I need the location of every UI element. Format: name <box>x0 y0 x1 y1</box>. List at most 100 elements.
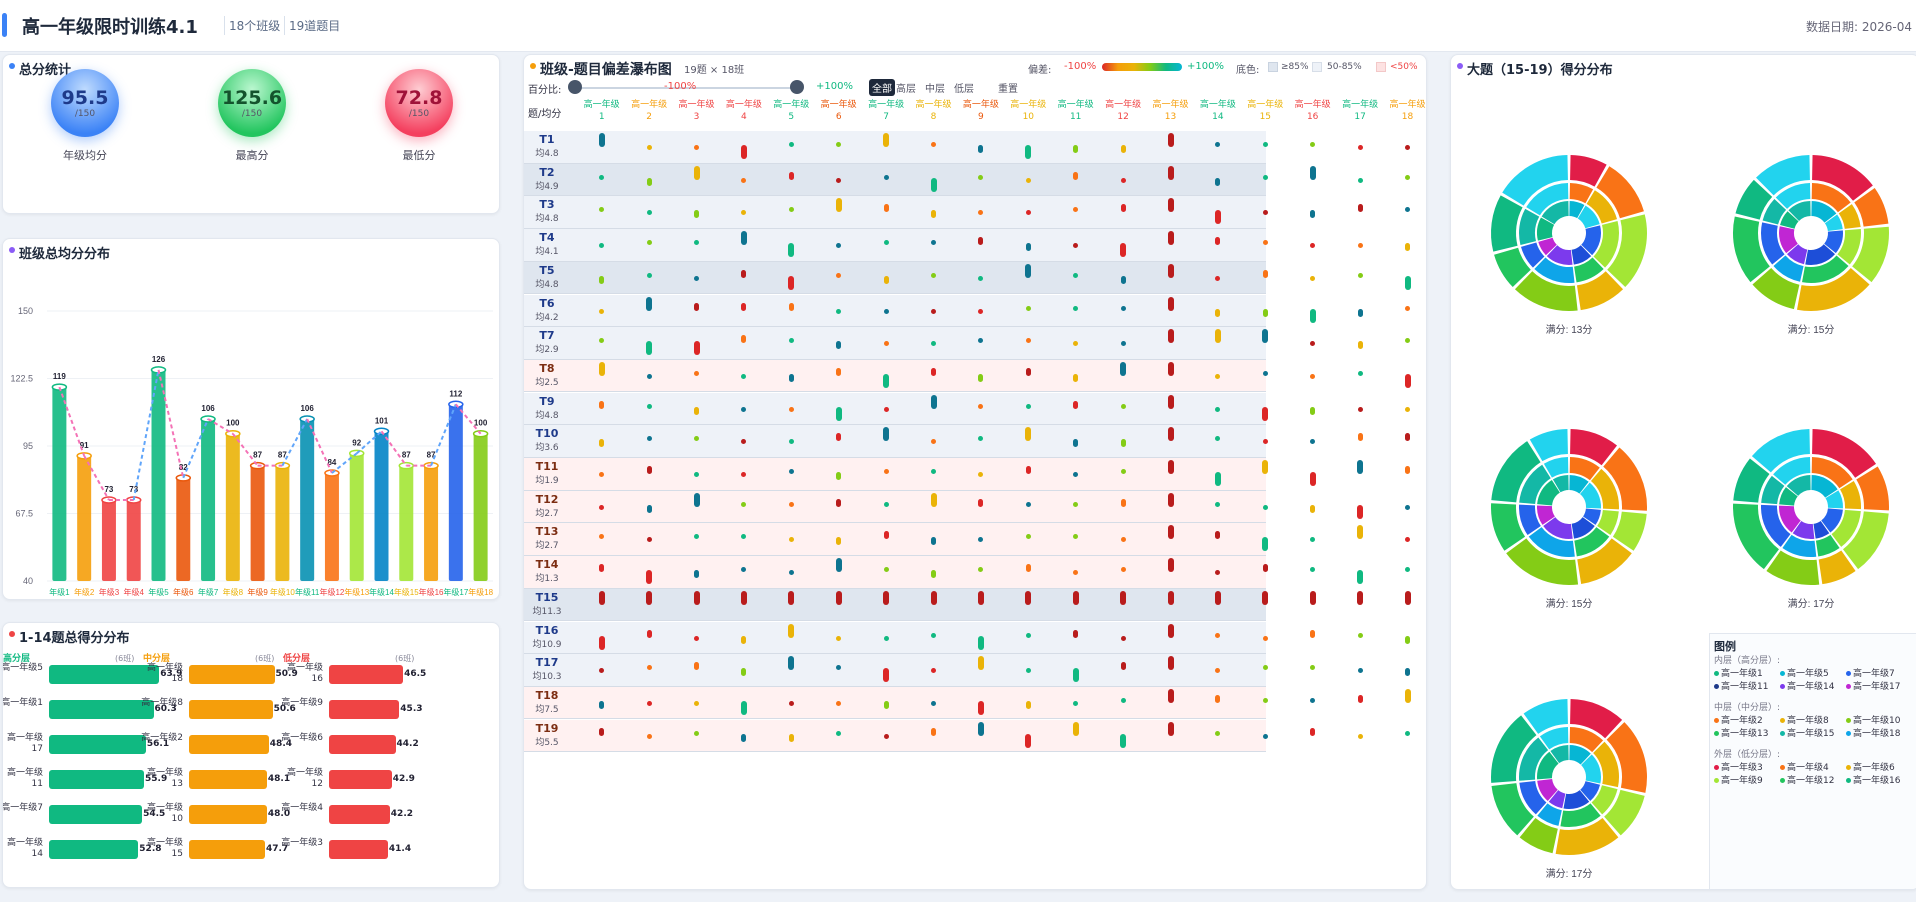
donut-segment[interactable] <box>1756 155 1810 196</box>
deviation-marker[interactable] <box>788 406 794 412</box>
donut-segment[interactable] <box>1586 190 1618 224</box>
deviation-marker[interactable] <box>1215 142 1221 147</box>
deviation-marker[interactable] <box>1405 504 1410 510</box>
deviation-marker[interactable] <box>931 308 936 314</box>
donut-segment[interactable] <box>1735 179 1773 220</box>
deviation-marker[interactable] <box>1025 632 1031 638</box>
deviation-marker[interactable] <box>1025 733 1032 748</box>
deviation-marker[interactable] <box>646 145 652 150</box>
deviation-marker[interactable] <box>978 537 984 543</box>
deviation-marker[interactable] <box>694 275 699 281</box>
deviation-marker[interactable] <box>836 341 842 350</box>
deviation-marker[interactable] <box>599 534 605 540</box>
donut-segment[interactable] <box>1786 475 1811 496</box>
donut-segment[interactable] <box>1779 226 1798 254</box>
class-bar[interactable] <box>448 404 463 581</box>
deviation-marker[interactable] <box>978 436 984 442</box>
donut-segment[interactable] <box>1856 466 1889 511</box>
deviation-marker[interactable] <box>1025 367 1031 376</box>
dist-row-bar[interactable] <box>189 665 275 684</box>
deviation-marker[interactable] <box>1167 296 1174 311</box>
dist-row-bar[interactable] <box>329 700 400 719</box>
deviation-marker[interactable] <box>598 133 605 147</box>
pct-slider-max-handle[interactable] <box>790 80 804 94</box>
deviation-marker[interactable] <box>931 210 936 219</box>
deviation-marker[interactable] <box>788 590 795 605</box>
class-column-header[interactable]: 高一年级14 <box>1199 100 1236 122</box>
deviation-marker[interactable] <box>1025 338 1031 344</box>
donut-segment[interactable] <box>1788 201 1811 221</box>
donut-segment[interactable] <box>1824 230 1843 254</box>
donut-segment[interactable] <box>1854 187 1889 227</box>
deviation-marker[interactable] <box>646 296 653 311</box>
deviation-marker[interactable] <box>835 558 842 573</box>
deviation-marker[interactable] <box>931 367 936 376</box>
deviation-marker[interactable] <box>1120 204 1126 213</box>
deviation-marker[interactable] <box>694 302 699 311</box>
dist-row-bar[interactable] <box>329 840 388 859</box>
deviation-marker[interactable] <box>1262 269 1268 278</box>
donut-segment[interactable] <box>1563 790 1590 809</box>
deviation-marker[interactable] <box>1120 439 1126 448</box>
donut-segment[interactable] <box>1762 198 1787 225</box>
class-column-header[interactable]: 高一年级3 <box>678 100 715 122</box>
donut-segment[interactable] <box>1571 245 1592 265</box>
deviation-marker[interactable] <box>694 145 699 150</box>
class-bar[interactable] <box>77 455 92 581</box>
deviation-marker[interactable] <box>1120 341 1126 347</box>
deviation-marker[interactable] <box>646 272 652 278</box>
donut-segment[interactable] <box>1552 475 1569 493</box>
donut-segment[interactable] <box>1537 778 1558 801</box>
deviation-marker[interactable] <box>1167 688 1174 703</box>
donut-segment[interactable] <box>1519 780 1547 815</box>
deviation-marker[interactable] <box>1262 564 1268 573</box>
deviation-marker[interactable] <box>978 373 984 382</box>
donut-segment[interactable] <box>1733 216 1770 283</box>
deviation-marker[interactable] <box>836 433 842 442</box>
deviation-marker[interactable] <box>788 656 795 671</box>
deviation-marker[interactable] <box>931 142 936 147</box>
deviation-marker[interactable] <box>978 174 984 180</box>
deviation-marker[interactable] <box>1215 501 1221 507</box>
deviation-marker[interactable] <box>1357 460 1364 474</box>
donut-segment[interactable] <box>1766 550 1820 586</box>
deviation-marker[interactable] <box>694 436 699 442</box>
deviation-marker[interactable] <box>883 406 889 412</box>
class-bar[interactable] <box>324 473 339 581</box>
dist-row-bar[interactable] <box>189 700 273 719</box>
donut-segment[interactable] <box>1537 505 1555 525</box>
deviation-marker[interactable] <box>1073 171 1079 180</box>
deviation-marker[interactable] <box>978 403 984 409</box>
deviation-marker[interactable] <box>835 590 842 605</box>
donut-segment[interactable] <box>1612 511 1647 551</box>
deviation-marker[interactable] <box>931 240 936 246</box>
deviation-marker[interactable] <box>646 504 652 513</box>
donut-segment[interactable] <box>1491 503 1526 551</box>
donut-segment[interactable] <box>1773 457 1811 485</box>
dist-row-bar[interactable] <box>49 700 154 719</box>
deviation-marker[interactable] <box>836 308 842 314</box>
deviation-marker[interactable] <box>1309 472 1316 486</box>
donut-segment[interactable] <box>1818 550 1856 585</box>
deviation-marker[interactable] <box>1073 341 1079 347</box>
deviation-marker[interactable] <box>788 733 794 742</box>
deviation-marker[interactable] <box>836 635 842 641</box>
deviation-marker[interactable] <box>1025 145 1032 159</box>
dist-row-bar[interactable] <box>49 770 144 789</box>
filter-mid[interactable]: 中层 <box>925 84 945 95</box>
deviation-marker[interactable] <box>598 361 605 376</box>
dist-row-bar[interactable] <box>189 805 267 824</box>
deviation-marker[interactable] <box>977 590 984 605</box>
deviation-marker[interactable] <box>931 668 936 674</box>
dist-row-bar[interactable] <box>189 770 267 789</box>
deviation-marker[interactable] <box>1262 665 1268 671</box>
filter-high[interactable]: 高层 <box>896 84 916 95</box>
deviation-marker[interactable] <box>599 564 605 573</box>
deviation-marker[interactable] <box>599 207 605 213</box>
donut-segment[interactable] <box>1502 155 1568 206</box>
deviation-marker[interactable] <box>646 733 652 739</box>
deviation-marker[interactable] <box>1357 177 1363 183</box>
deviation-marker[interactable] <box>694 240 699 246</box>
deviation-marker[interactable] <box>1167 133 1174 147</box>
class-column-header[interactable]: 高一年级8 <box>915 100 952 122</box>
